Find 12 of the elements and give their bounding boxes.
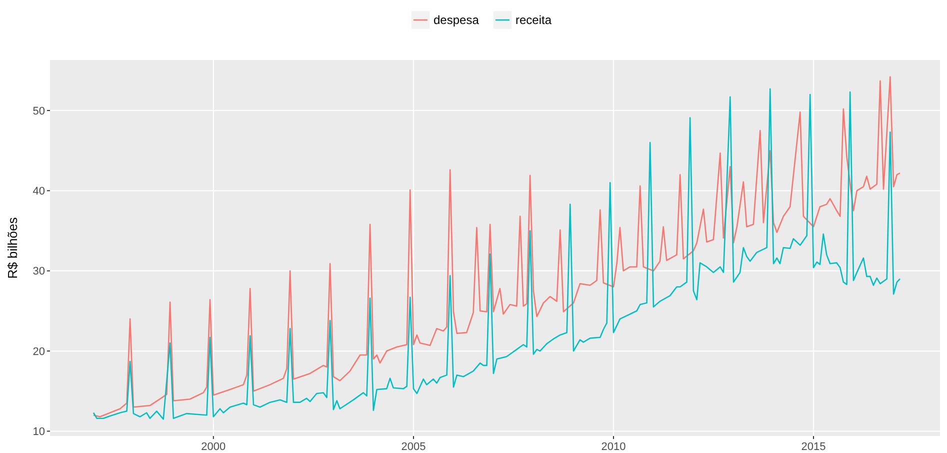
y-tick-label: 50 [32, 105, 45, 118]
y-tick-label: 20 [32, 346, 45, 358]
x-tick-label: 2010 [601, 441, 626, 453]
y-tick-label: 10 [32, 426, 45, 438]
legend-label: despesa [434, 13, 480, 28]
y-tick-label: 40 [32, 186, 45, 198]
y-tick-label: 30 [32, 266, 45, 278]
y-axis-title: R$ bilhões [5, 216, 20, 279]
x-tick-label: 2005 [401, 441, 426, 453]
x-tick-label: 2015 [801, 441, 826, 453]
x-tick-label: 2000 [201, 441, 226, 453]
legend-label: receita [516, 13, 552, 28]
